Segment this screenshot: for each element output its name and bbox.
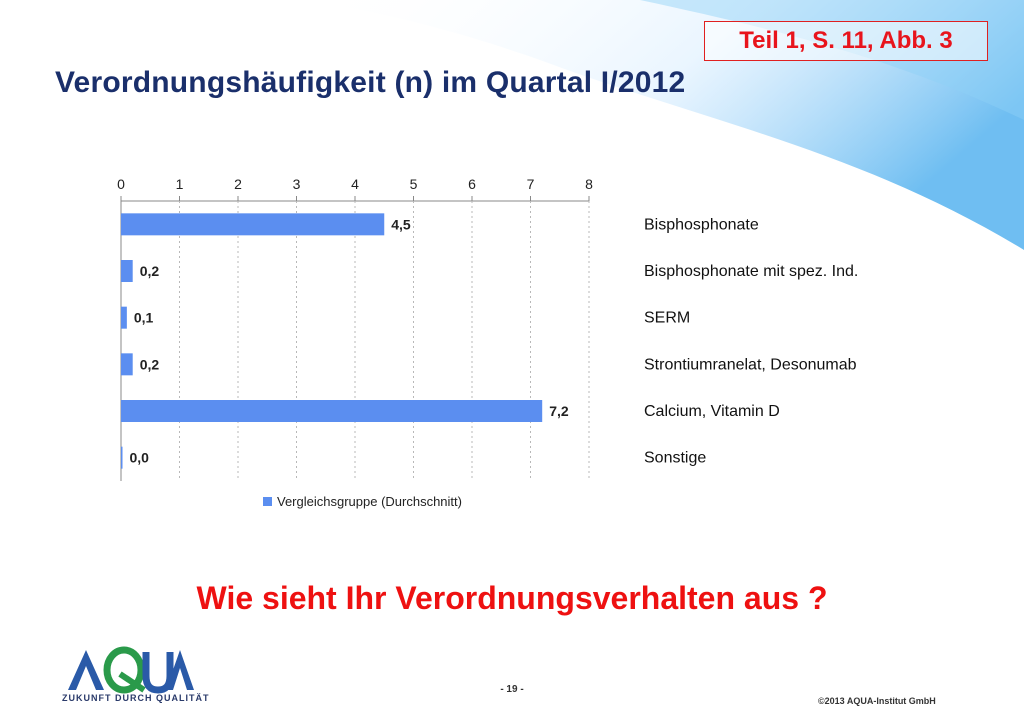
x-tick-label: 0 <box>117 176 125 192</box>
x-tick-label: 1 <box>176 176 184 192</box>
x-tick-label: 2 <box>234 176 242 192</box>
category-label: Bisphosphonate mit spez. Ind. <box>644 263 858 280</box>
x-tick-label: 5 <box>410 176 418 192</box>
copyright: ©2013 AQUA-Institut GmbH <box>818 696 936 706</box>
x-tick-label: 8 <box>585 176 593 192</box>
bar-value-label: 0,1 <box>134 310 154 326</box>
bar <box>121 213 385 236</box>
category-label: Bisphosphonate <box>644 216 759 233</box>
legend-swatch <box>263 497 272 506</box>
question-text: Wie sieht Ihr Verordnungsverhalten aus ? <box>196 580 828 616</box>
category-label: Calcium, Vitamin D <box>644 403 780 420</box>
page-number: - 19 - <box>500 684 524 695</box>
aqua-logo <box>58 646 198 708</box>
bar <box>121 400 543 422</box>
x-tick-label: 7 <box>527 176 535 192</box>
bar-value-label: 0,0 <box>130 450 150 466</box>
bar-value-label: 0,2 <box>140 263 160 279</box>
x-tick-label: 3 <box>293 176 301 192</box>
bar <box>121 306 127 329</box>
bar <box>121 353 133 376</box>
x-tick-label: 6 <box>468 176 476 192</box>
bar <box>121 446 123 469</box>
x-tick-label: 4 <box>351 176 359 192</box>
figure-reference: Teil 1, S. 11, Abb. 3 <box>704 21 988 61</box>
tagline: ZUKUNFT DURCH QUALITÄT <box>62 693 210 703</box>
category-label: Strontiumranelat, Desonumab <box>644 356 857 373</box>
legend-label: Vergleichsgruppe (Durchschnitt) <box>277 494 462 509</box>
bar-value-label: 4,5 <box>391 216 411 232</box>
bar <box>121 260 133 282</box>
category-label: Sonstige <box>644 450 706 467</box>
category-label: SERM <box>644 310 690 327</box>
bar-value-label: 7,2 <box>549 403 569 419</box>
slide-title: Verordnungshäufigkeit (n) im Quartal I/2… <box>55 66 686 99</box>
bar-value-label: 0,2 <box>140 356 160 372</box>
